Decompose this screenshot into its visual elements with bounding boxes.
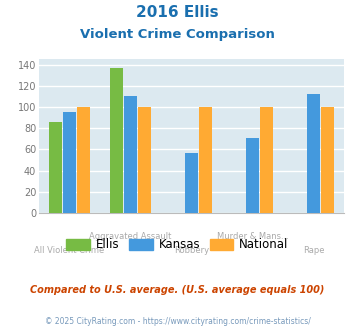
Text: Robbery: Robbery	[174, 246, 209, 255]
Bar	[307, 94, 320, 213]
Bar	[138, 107, 151, 213]
Bar	[110, 68, 123, 213]
Text: Murder & Mans...: Murder & Mans...	[217, 232, 289, 241]
Bar	[246, 138, 259, 213]
Text: All Violent Crime: All Violent Crime	[34, 246, 105, 255]
Text: Violent Crime Comparison: Violent Crime Comparison	[80, 28, 275, 41]
Legend: Ellis, Kansas, National: Ellis, Kansas, National	[66, 239, 289, 251]
Text: Compared to U.S. average. (U.S. average equals 100): Compared to U.S. average. (U.S. average …	[30, 285, 325, 295]
Text: 2016 Ellis: 2016 Ellis	[136, 5, 219, 20]
Bar	[124, 96, 137, 213]
Text: Aggravated Assault: Aggravated Assault	[89, 232, 172, 241]
Text: © 2025 CityRating.com - https://www.cityrating.com/crime-statistics/: © 2025 CityRating.com - https://www.city…	[45, 317, 310, 326]
Bar	[77, 107, 90, 213]
Bar	[63, 112, 76, 213]
Bar	[321, 107, 334, 213]
Text: Rape: Rape	[303, 246, 324, 255]
Bar	[49, 122, 62, 213]
Bar	[260, 107, 273, 213]
Bar	[199, 107, 212, 213]
Bar	[185, 152, 198, 213]
